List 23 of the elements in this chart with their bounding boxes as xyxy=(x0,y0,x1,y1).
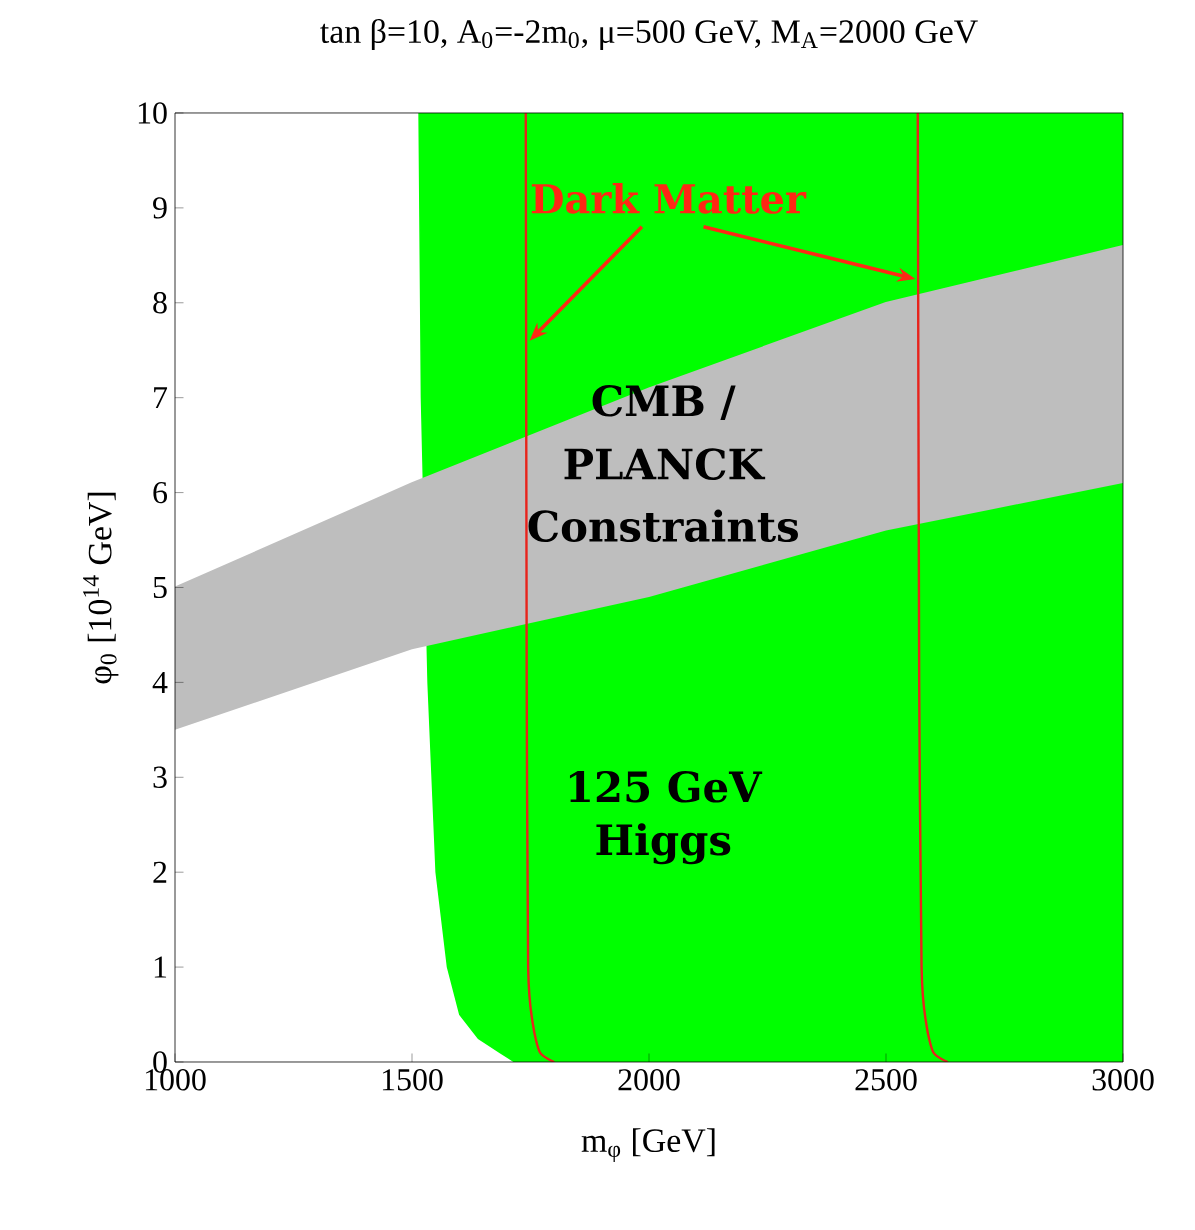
y-tick-label: 8 xyxy=(153,292,167,314)
y-tick-label: 3 xyxy=(153,766,167,788)
annotation: PLANCK xyxy=(564,448,766,480)
y-tick-label: 4 xyxy=(152,671,168,693)
y-tick-label: 6 xyxy=(153,481,168,504)
line-series xyxy=(916,112,949,1062)
y-tick-label: 9 xyxy=(153,197,167,219)
y-tick-label: 5 xyxy=(153,576,167,599)
annotation: Dark Matter xyxy=(531,182,807,214)
y-tick-label: 2 xyxy=(153,861,167,883)
y-tick-label: 10 xyxy=(138,102,167,124)
annotation: Higgs xyxy=(596,823,731,865)
x-tick-label: 1500 xyxy=(382,1069,443,1091)
y-tick-label: 1 xyxy=(154,956,167,978)
x-tick-label: 2500 xyxy=(855,1069,917,1091)
x-tick-label: 3000 xyxy=(1092,1069,1154,1091)
annotation: 125 GeV xyxy=(569,770,763,803)
chart-title: tan β=10, A$_{0}$=-2m$_{0}$, μ=500 GeV, M$_{A}$=2000 GeV xyxy=(320,18,978,50)
annotation: Constraints xyxy=(528,509,798,542)
y-axis-title: φ$_{0}$ [10$^{14}$ GeV] xyxy=(83,492,119,684)
x-axis-title: m$_{φ}$ [GeV] xyxy=(581,1128,715,1162)
y-tick-label: 7 xyxy=(154,387,168,409)
x-tick-label: 2000 xyxy=(618,1069,680,1091)
